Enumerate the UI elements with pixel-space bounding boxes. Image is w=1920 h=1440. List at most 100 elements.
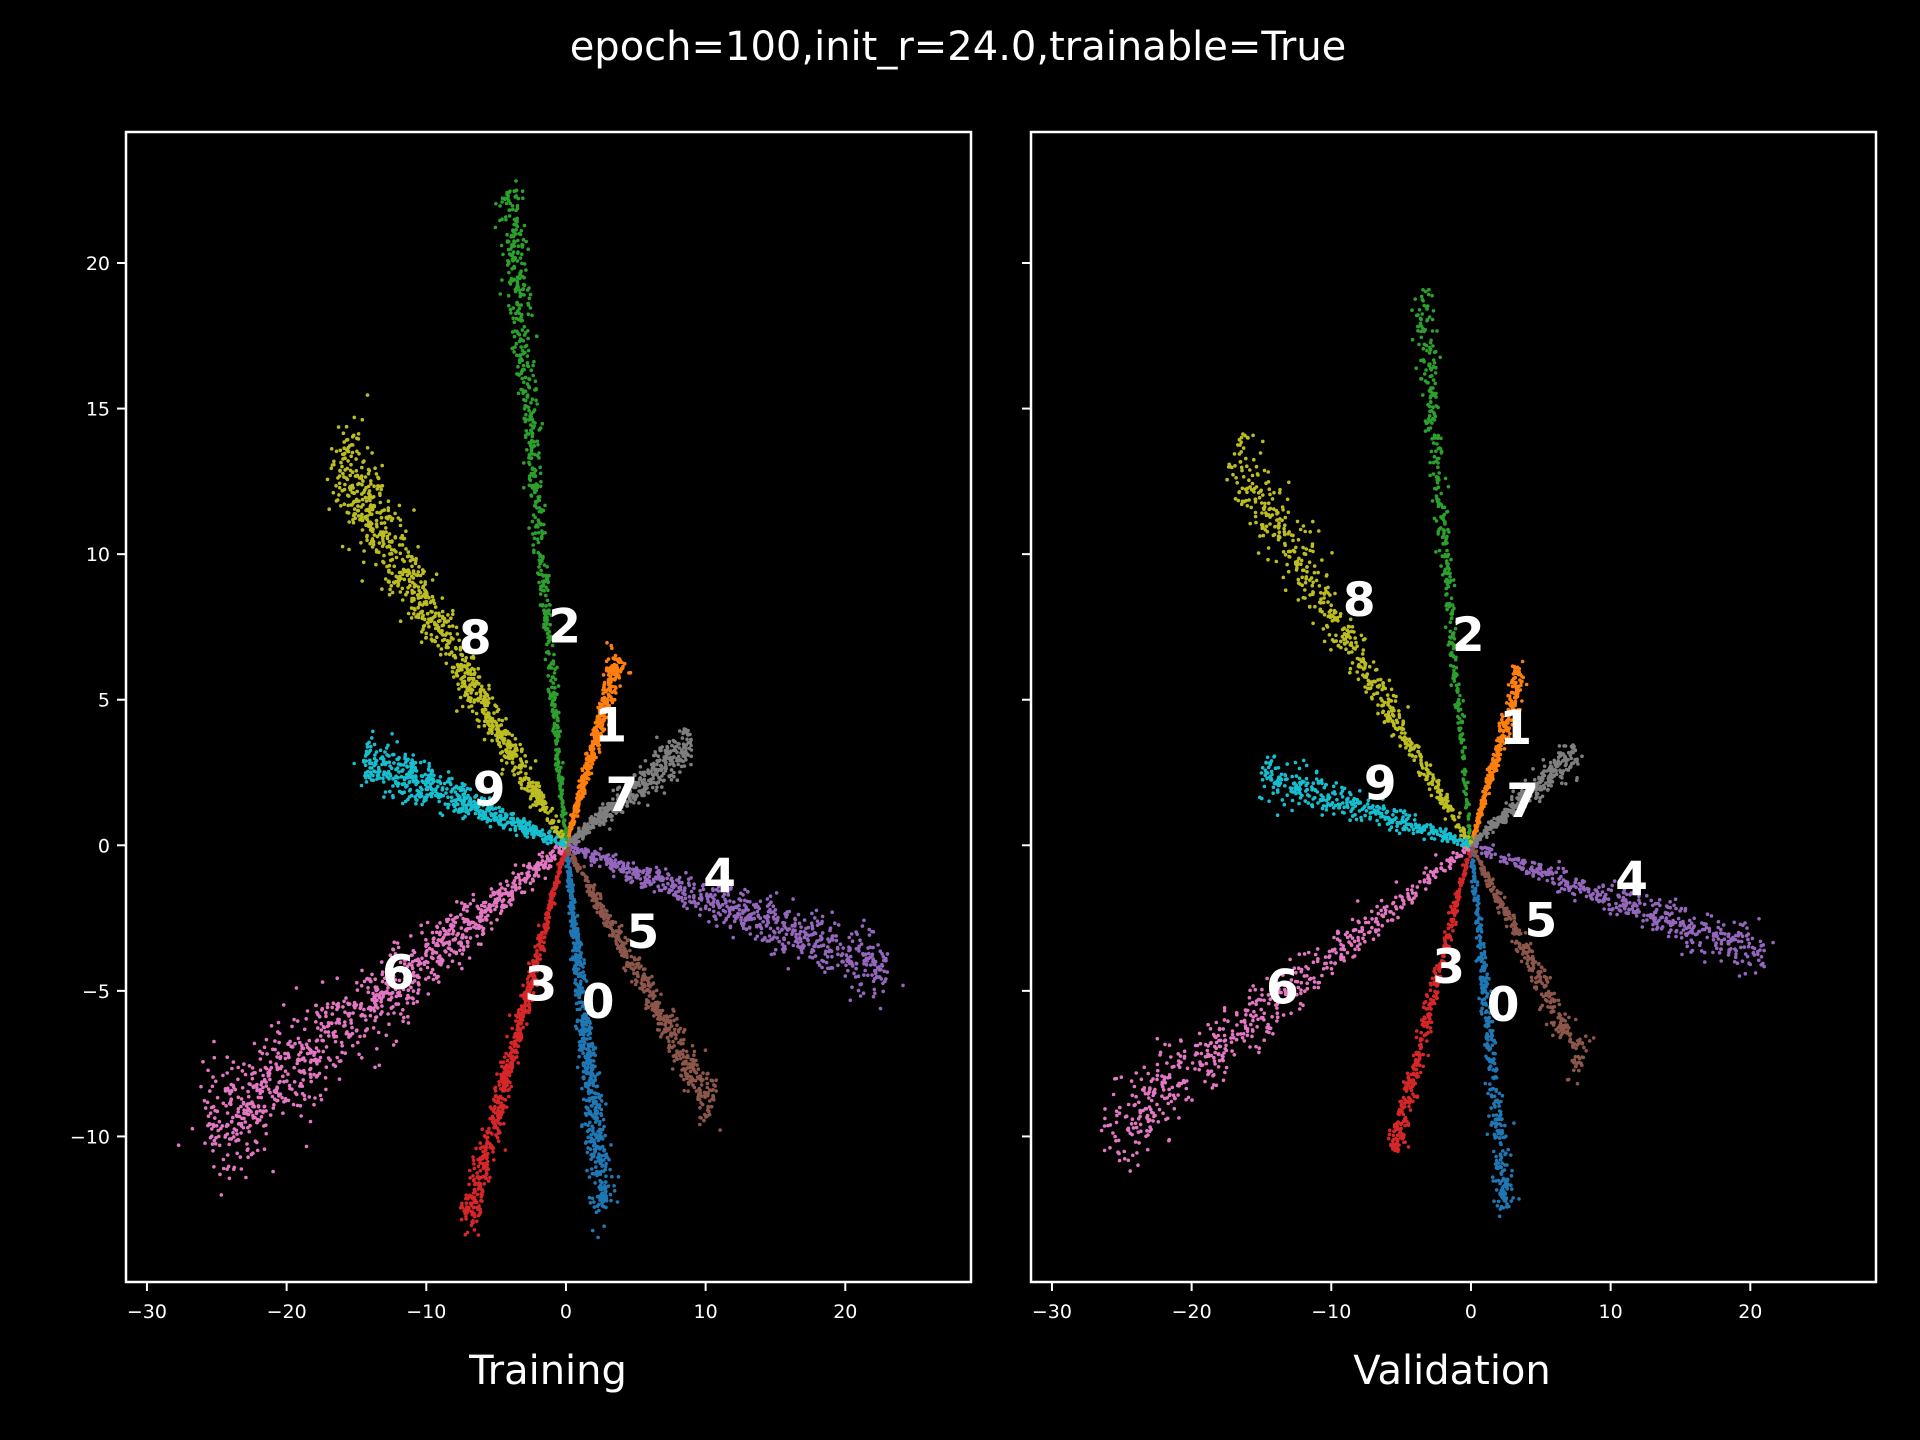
- scatter-point: [519, 303, 523, 307]
- scatter-point: [574, 952, 578, 957]
- scatter-point: [444, 929, 448, 934]
- scatter-point: [473, 1198, 478, 1203]
- scatter-point: [314, 1003, 318, 1008]
- scatter-point: [705, 1081, 710, 1086]
- scatter-point: [590, 753, 595, 758]
- scatter-point: [592, 1200, 596, 1204]
- scatter-point: [901, 983, 905, 988]
- scatter-point: [523, 389, 528, 394]
- scatter-point: [692, 1049, 697, 1054]
- scatter-point: [601, 691, 605, 696]
- scatter-point: [561, 760, 565, 765]
- scatter-point: [581, 1032, 585, 1037]
- scatter-point: [482, 1182, 487, 1186]
- scatter-point: [530, 466, 535, 470]
- scatter-point: [684, 870, 688, 875]
- scatter-point: [583, 1111, 588, 1116]
- scatter-point: [553, 886, 558, 891]
- scatter-point: [576, 967, 581, 971]
- scatter-point: [355, 1028, 359, 1032]
- scatter-point: [526, 405, 531, 410]
- scatter-point: [568, 870, 573, 874]
- scatter-point: [247, 1129, 251, 1134]
- scatter-point: [702, 1118, 706, 1123]
- scatter-point: [820, 914, 825, 919]
- scatter-point: [291, 1102, 296, 1107]
- scatter-point: [697, 1087, 701, 1091]
- scatter-point: [528, 414, 532, 418]
- scatter-point: [820, 958, 824, 963]
- scatter-point: [203, 1141, 207, 1145]
- scatter-point: [267, 1073, 271, 1078]
- scatter-point: [872, 968, 877, 973]
- scatter-point: [416, 963, 421, 967]
- scatter-point: [576, 849, 580, 853]
- scatter-point: [420, 956, 424, 961]
- scatter-point: [255, 1088, 259, 1093]
- scatter-point: [678, 885, 683, 889]
- scatter-point: [518, 291, 522, 296]
- scatter-point: [642, 977, 646, 982]
- scatter-point: [577, 995, 582, 1000]
- scatter-point: [602, 714, 606, 719]
- scatter-point: [350, 1043, 355, 1048]
- scatter-point: [572, 927, 576, 931]
- scatter-point: [283, 1069, 288, 1073]
- scatter-point: [797, 945, 802, 949]
- scatter-point: [543, 618, 547, 623]
- scatter-point: [586, 1146, 590, 1150]
- scatter-point: [515, 275, 520, 280]
- scatter-point: [521, 863, 526, 868]
- scatter-point: [870, 952, 875, 957]
- scatter-point: [535, 523, 539, 527]
- scatter-point: [616, 1175, 621, 1179]
- scatter-point: [516, 238, 520, 243]
- scatter-point: [604, 862, 609, 867]
- scatter-point: [610, 697, 614, 701]
- scatter-point: [497, 1080, 501, 1084]
- scatter-point: [240, 1116, 244, 1121]
- scatter-point: [699, 1083, 704, 1087]
- scatter-point: [521, 339, 526, 343]
- scatter-point: [496, 1139, 501, 1143]
- scatter-point: [258, 1109, 262, 1113]
- scatter-point: [646, 1000, 651, 1004]
- scatter-point: [514, 179, 518, 183]
- scatter-point: [223, 1135, 227, 1139]
- scatter-point: [308, 1051, 313, 1055]
- scatter-point: [201, 1060, 205, 1064]
- scatter-point: [533, 945, 537, 949]
- scatter-point: [471, 898, 476, 902]
- scatter-point: [536, 864, 541, 868]
- scatter-point: [367, 1005, 372, 1010]
- scatter-point: [791, 897, 795, 901]
- scatter-point: [325, 1005, 330, 1010]
- scatter-point: [347, 1014, 351, 1018]
- scatter-point: [698, 1115, 702, 1120]
- scatter-point: [588, 1201, 593, 1205]
- scatter-point: [613, 858, 618, 862]
- scatter-point: [685, 906, 689, 911]
- scatter-point: [707, 1109, 711, 1114]
- scatter-point: [391, 1043, 396, 1047]
- scatter-point: [834, 938, 839, 943]
- scatter-point: [567, 832, 572, 836]
- scatter-point: [780, 928, 784, 932]
- scatter-point: [349, 1018, 353, 1022]
- scatter-point: [595, 897, 599, 901]
- scatter-point: [667, 1049, 672, 1053]
- scatter-point: [444, 950, 448, 954]
- scatter-point: [704, 904, 708, 908]
- scatter-point: [617, 925, 621, 929]
- scatter-point: [589, 855, 593, 860]
- scatter-point: [522, 380, 526, 385]
- scatter-point: [313, 1050, 317, 1055]
- scatter-point: [768, 926, 773, 931]
- scatter-point: [372, 1006, 376, 1010]
- scatter-point: [514, 228, 518, 232]
- scatter-point: [651, 981, 656, 985]
- scatter-point: [868, 945, 872, 949]
- scatter-point: [533, 531, 538, 535]
- scatter-point: [602, 1147, 607, 1152]
- scatter-point: [494, 1094, 498, 1098]
